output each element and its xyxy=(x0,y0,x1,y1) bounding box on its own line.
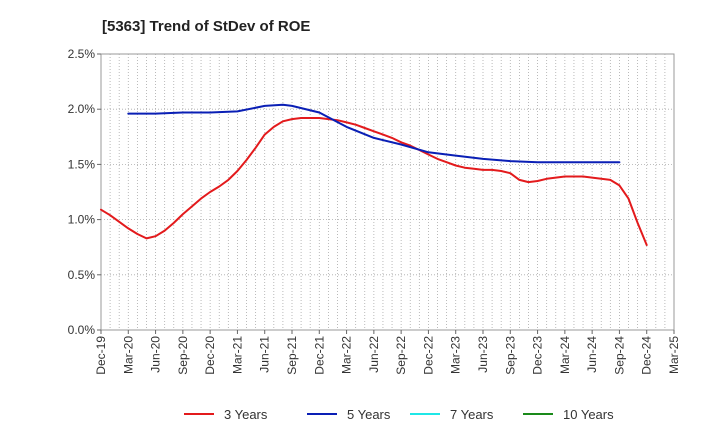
x-tick-label: Jun-21 xyxy=(258,336,272,373)
y-tick-label: 2.0% xyxy=(68,102,96,116)
x-tick-label: Mar-20 xyxy=(121,336,135,374)
series-layer xyxy=(100,103,648,246)
chart-title: [5363] Trend of StDev of ROE xyxy=(102,18,310,35)
legend-label-7-years: 7 Years xyxy=(450,407,494,422)
x-tick-label: Jun-23 xyxy=(476,336,490,373)
legend-label-5-years: 5 Years xyxy=(347,407,391,422)
x-tick-label: Dec-22 xyxy=(421,336,435,375)
x-tick-label: Mar-24 xyxy=(558,336,572,374)
y-tick-label: 2.5% xyxy=(68,47,96,61)
y-tick-label: 1.5% xyxy=(68,157,96,171)
x-tick-label: Jun-24 xyxy=(585,336,599,373)
legend-label-10-years: 10 Years xyxy=(563,407,614,422)
y-tick-label: 0.5% xyxy=(68,268,96,282)
plot-area xyxy=(100,53,675,331)
x-tick-label: Mar-21 xyxy=(230,336,244,374)
x-tick-label: Sep-20 xyxy=(176,336,190,375)
x-tick-label: Sep-21 xyxy=(285,336,299,375)
legend: 3 Years 5 Years 7 Years 10 Years xyxy=(184,407,614,422)
x-tick-label: Sep-24 xyxy=(612,336,626,375)
series-line-5-years xyxy=(127,103,621,164)
y-tick-label: 1.0% xyxy=(68,213,96,227)
y-axis: 0.0% 0.5% 1.0% 1.5% 2.0% 2.5% xyxy=(68,47,101,337)
x-tick-label: Mar-25 xyxy=(667,336,681,374)
grid-lines xyxy=(101,54,674,330)
x-tick-label: Dec-19 xyxy=(94,336,108,375)
series-line-3-years xyxy=(100,117,648,246)
x-axis: Dec-19 Mar-20 Jun-20 Sep-20 Dec-20 Mar-21 Jun-… xyxy=(94,330,681,375)
y-tick-label: 0.0% xyxy=(68,323,96,337)
x-tick-label: Sep-23 xyxy=(503,336,517,375)
x-tick-label: Mar-23 xyxy=(449,336,463,374)
x-tick-label: Jun-22 xyxy=(367,336,381,373)
legend-label-3-years: 3 Years xyxy=(224,407,268,422)
x-tick-label: Dec-23 xyxy=(531,336,545,375)
x-tick-label: Dec-24 xyxy=(640,336,654,375)
x-tick-label: Mar-22 xyxy=(340,336,354,374)
x-tick-label: Dec-21 xyxy=(312,336,326,375)
x-tick-label: Jun-20 xyxy=(149,336,163,373)
x-tick-label: Dec-20 xyxy=(203,336,217,375)
x-tick-label: Sep-22 xyxy=(394,336,408,375)
